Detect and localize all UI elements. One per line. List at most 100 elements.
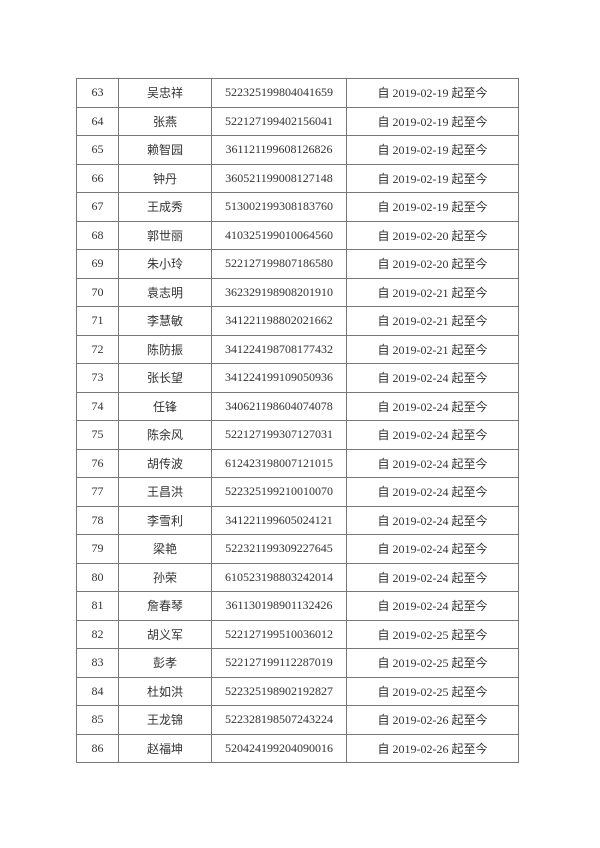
- table-row: 68 郭世丽 410325199010064560 自 2019-02-20 起至今: [76, 220, 519, 250]
- employment-period-cell: 自 2019-02-24 起至今: [346, 477, 519, 507]
- table-row: 73 张长望 341224199109050936 自 2019-02-24 起至今: [76, 363, 519, 393]
- id-number-cell: 513002199308183760: [211, 192, 347, 222]
- person-name-cell: 胡传波: [118, 448, 212, 478]
- table-row: 65 赖智园 361121199608126826 自 2019-02-19 起至今: [76, 135, 519, 165]
- person-name-cell: 钟丹: [118, 163, 212, 193]
- row-number-cell: 70: [76, 277, 119, 307]
- employment-period-cell: 自 2019-02-24 起至今: [346, 363, 519, 393]
- table-row: 79 梁艳 522321199309227645 自 2019-02-24 起至今: [76, 534, 519, 564]
- employment-period-cell: 自 2019-02-25 起至今: [346, 648, 519, 678]
- table-row: 77 王昌洪 522325199210010070 自 2019-02-24 起至今: [76, 477, 519, 507]
- person-name-cell: 胡义军: [118, 619, 212, 649]
- id-number-cell: 522325199804041659: [211, 78, 347, 108]
- person-name-cell: 张燕: [118, 106, 212, 136]
- row-number-cell: 72: [76, 334, 119, 364]
- person-name-cell: 郭世丽: [118, 220, 212, 250]
- id-number-cell: 520424199204090016: [211, 733, 347, 763]
- person-name-cell: 朱小玲: [118, 249, 212, 279]
- row-number-cell: 68: [76, 220, 119, 250]
- person-name-cell: 袁志明: [118, 277, 212, 307]
- row-number-cell: 74: [76, 391, 119, 421]
- person-name-cell: 孙荣: [118, 562, 212, 592]
- id-number-cell: 362329198908201910: [211, 277, 347, 307]
- row-number-cell: 84: [76, 676, 119, 706]
- row-number-cell: 86: [76, 733, 119, 763]
- table-row: 63 吴忠祥 522325199804041659 自 2019-02-19 起至今: [76, 78, 519, 108]
- row-number-cell: 81: [76, 591, 119, 621]
- id-number-cell: 522127199510036012: [211, 619, 347, 649]
- id-number-cell: 360521199008127148: [211, 163, 347, 193]
- employment-period-cell: 自 2019-02-25 起至今: [346, 676, 519, 706]
- id-number-cell: 341221198802021662: [211, 306, 347, 336]
- table-row: 85 王龙锦 522328198507243224 自 2019-02-26 起至今: [76, 705, 519, 735]
- table-row: 67 王成秀 513002199308183760 自 2019-02-19 起至今: [76, 192, 519, 222]
- row-number-cell: 85: [76, 705, 119, 735]
- table-row: 64 张燕 522127199402156041 自 2019-02-19 起至今: [76, 106, 519, 136]
- person-name-cell: 赖智园: [118, 135, 212, 165]
- personnel-table: 63 吴忠祥 522325199804041659 自 2019-02-19 起至今 6…: [76, 78, 519, 763]
- person-name-cell: 赵福坤: [118, 733, 212, 763]
- person-name-cell: 梁艳: [118, 534, 212, 564]
- id-number-cell: 522127199307127031: [211, 420, 347, 450]
- employment-period-cell: 自 2019-02-24 起至今: [346, 591, 519, 621]
- employment-period-cell: 自 2019-02-26 起至今: [346, 733, 519, 763]
- table-row: 76 胡传波 612423198007121015 自 2019-02-24 起至今: [76, 448, 519, 478]
- table-row: 74 任锋 340621198604074078 自 2019-02-24 起至今: [76, 391, 519, 421]
- employment-period-cell: 自 2019-02-24 起至今: [346, 448, 519, 478]
- person-name-cell: 詹春琴: [118, 591, 212, 621]
- person-name-cell: 李雪利: [118, 505, 212, 535]
- row-number-cell: 76: [76, 448, 119, 478]
- person-name-cell: 任锋: [118, 391, 212, 421]
- row-number-cell: 63: [76, 78, 119, 108]
- id-number-cell: 361130198901132426: [211, 591, 347, 621]
- employment-period-cell: 自 2019-02-20 起至今: [346, 220, 519, 250]
- id-number-cell: 612423198007121015: [211, 448, 347, 478]
- person-name-cell: 杜如洪: [118, 676, 212, 706]
- table-row: 86 赵福坤 520424199204090016 自 2019-02-26 起至今: [76, 733, 519, 763]
- employment-period-cell: 自 2019-02-25 起至今: [346, 619, 519, 649]
- person-name-cell: 彭孝: [118, 648, 212, 678]
- table-row: 70 袁志明 362329198908201910 自 2019-02-21 起至今: [76, 277, 519, 307]
- row-number-cell: 69: [76, 249, 119, 279]
- person-name-cell: 王昌洪: [118, 477, 212, 507]
- id-number-cell: 522127199807186580: [211, 249, 347, 279]
- id-number-cell: 341224198708177432: [211, 334, 347, 364]
- employment-period-cell: 自 2019-02-24 起至今: [346, 420, 519, 450]
- id-number-cell: 522325199210010070: [211, 477, 347, 507]
- row-number-cell: 64: [76, 106, 119, 136]
- table-row: 69 朱小玲 522127199807186580 自 2019-02-20 起至今: [76, 249, 519, 279]
- employment-period-cell: 自 2019-02-19 起至今: [346, 78, 519, 108]
- employment-period-cell: 自 2019-02-20 起至今: [346, 249, 519, 279]
- id-number-cell: 340621198604074078: [211, 391, 347, 421]
- table-row: 81 詹春琴 361130198901132426 自 2019-02-24 起至今: [76, 591, 519, 621]
- row-number-cell: 75: [76, 420, 119, 450]
- row-number-cell: 79: [76, 534, 119, 564]
- person-name-cell: 王龙锦: [118, 705, 212, 735]
- row-number-cell: 78: [76, 505, 119, 535]
- person-name-cell: 陈防振: [118, 334, 212, 364]
- id-number-cell: 410325199010064560: [211, 220, 347, 250]
- table-row: 78 李雪利 341221199605024121 自 2019-02-24 起至今: [76, 505, 519, 535]
- row-number-cell: 83: [76, 648, 119, 678]
- table-row: 80 孙荣 610523198803242014 自 2019-02-24 起至今: [76, 562, 519, 592]
- row-number-cell: 77: [76, 477, 119, 507]
- id-number-cell: 610523198803242014: [211, 562, 347, 592]
- id-number-cell: 522321199309227645: [211, 534, 347, 564]
- row-number-cell: 82: [76, 619, 119, 649]
- employment-period-cell: 自 2019-02-19 起至今: [346, 135, 519, 165]
- employment-period-cell: 自 2019-02-24 起至今: [346, 391, 519, 421]
- employment-period-cell: 自 2019-02-19 起至今: [346, 192, 519, 222]
- table-row: 84 杜如洪 522325198902192827 自 2019-02-25 起至今: [76, 676, 519, 706]
- row-number-cell: 80: [76, 562, 119, 592]
- person-name-cell: 张长望: [118, 363, 212, 393]
- row-number-cell: 67: [76, 192, 119, 222]
- employment-period-cell: 自 2019-02-19 起至今: [346, 163, 519, 193]
- person-name-cell: 李慧敏: [118, 306, 212, 336]
- employment-period-cell: 自 2019-02-19 起至今: [346, 106, 519, 136]
- employment-period-cell: 自 2019-02-24 起至今: [346, 534, 519, 564]
- id-number-cell: 361121199608126826: [211, 135, 347, 165]
- employment-period-cell: 自 2019-02-24 起至今: [346, 505, 519, 535]
- table-body: 63 吴忠祥 522325199804041659 自 2019-02-19 起至今 6…: [76, 78, 519, 763]
- table-row: 75 陈余风 522127199307127031 自 2019-02-24 起至今: [76, 420, 519, 450]
- employment-period-cell: 自 2019-02-21 起至今: [346, 306, 519, 336]
